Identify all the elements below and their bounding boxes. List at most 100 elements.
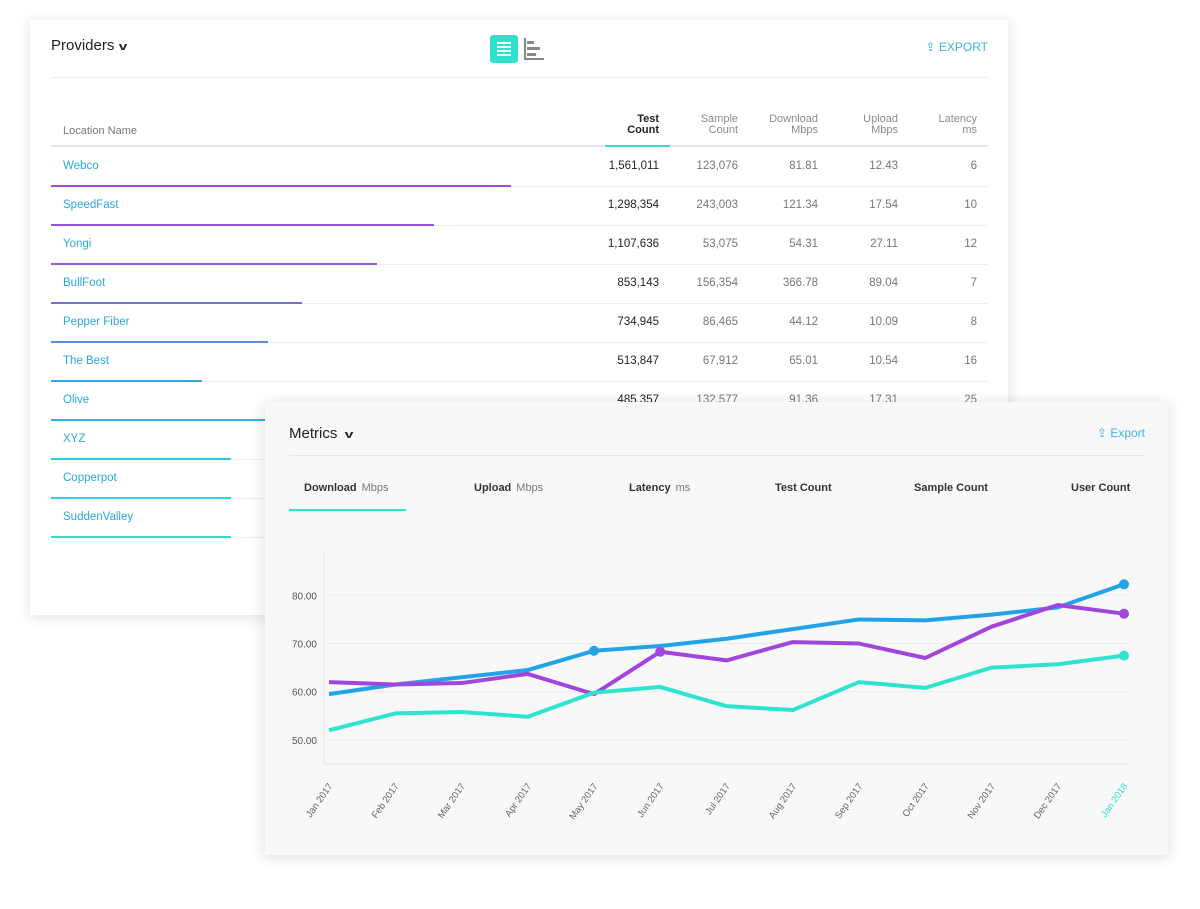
header-divider [51, 145, 988, 147]
bar-view-button[interactable] [524, 38, 544, 60]
cell-up: 12.43 [869, 160, 898, 172]
cell-up: 89.04 [869, 277, 898, 289]
tab-label: Download [304, 482, 357, 494]
cell-down: 44.12 [789, 316, 818, 328]
share-bar [51, 536, 231, 538]
cell-sample: 123,076 [696, 160, 738, 172]
table-row[interactable]: Webco 1,561,011 123,076 81.81 12.43 6 [51, 147, 988, 187]
x-tick-label: Sep 2017 [833, 781, 865, 821]
y-tick-label: 70.00 [292, 640, 317, 651]
location-name[interactable]: Pepper Fiber [63, 316, 130, 328]
table-row[interactable]: Pepper Fiber 734,945 86,465 44.12 10.09 8 [51, 303, 988, 343]
share-bar [51, 419, 441, 421]
tab-label: Test Count [775, 482, 832, 494]
cell-sample: 67,912 [702, 355, 738, 367]
cell-test: 853,143 [617, 277, 659, 289]
label: Count [708, 124, 738, 136]
col-location-name[interactable]: Location Name [63, 125, 137, 137]
x-tick-label: Dec 2017 [1032, 781, 1064, 821]
label: Sample [700, 113, 738, 125]
cell-lat: 6 [970, 160, 977, 172]
y-tick-label: 80.00 [292, 591, 317, 602]
share-bar [51, 263, 378, 265]
col-test-count[interactable]: Test Count [627, 114, 659, 136]
tab-label: Upload [474, 482, 512, 494]
share-bar [51, 497, 231, 499]
series-line-teal [328, 653, 1125, 733]
col-sample-count[interactable]: Sample Count [701, 114, 738, 136]
cell-down: 121.34 [782, 199, 818, 211]
metrics-title: Metrics [289, 425, 338, 442]
cell-down: 366.78 [782, 277, 818, 289]
x-tick-label: Feb 2017 [370, 781, 402, 820]
cell-up: 10.09 [869, 316, 898, 328]
cell-test: 1,298,354 [607, 199, 659, 211]
cell-up: 27.11 [870, 238, 898, 250]
x-tick-label: Jan 2017 [304, 781, 335, 819]
location-name[interactable]: Olive [63, 394, 90, 406]
col-upload[interactable]: Upload Mbps [863, 114, 898, 136]
location-name[interactable]: Copperpot [63, 472, 117, 484]
export-label: Export [1110, 426, 1145, 440]
tab-latency[interactable]: Latency ms [629, 482, 690, 494]
table-row[interactable]: The Best 513,847 67,912 65.01 10.54 16 [51, 342, 988, 382]
share-bar [51, 185, 511, 187]
line-chart: 50.00 60.00 70.00 80.00 Jan 2017 Feb 2017 Mar … [292, 552, 1130, 822]
col-latency[interactable]: Latency ms [938, 114, 977, 136]
label: ms [962, 124, 977, 136]
location-name[interactable]: Webco [63, 160, 99, 172]
table-row[interactable]: Yongi 1,107,636 53,075 54.31 27.11 12 [51, 225, 988, 265]
x-tick-label: Aug 2017 [767, 781, 799, 821]
tab-upload[interactable]: Upload Mbps [474, 482, 543, 494]
providers-title: Providers [51, 37, 115, 54]
share-icon: ⇪ [925, 40, 939, 54]
cell-test: 1,107,636 [607, 238, 659, 250]
data-point-blue[interactable] [1119, 579, 1129, 590]
location-name[interactable]: XYZ [63, 433, 86, 445]
x-tick-label: May 2017 [568, 781, 601, 821]
y-tick-label: 50.00 [292, 736, 317, 747]
cell-up: 17.54 [869, 199, 898, 211]
tab-sample-count[interactable]: Sample Count [914, 482, 988, 494]
x-tick-label: Apr 2017 [503, 781, 534, 819]
sort-indicator [605, 145, 670, 147]
data-point-purple[interactable] [655, 646, 666, 657]
chevron-down-icon: v [119, 41, 128, 53]
data-point-teal[interactable] [1119, 650, 1129, 661]
tab-unit: ms [675, 482, 691, 494]
providers-dropdown[interactable]: Providers v [51, 37, 128, 54]
col-download[interactable]: Download Mbps [769, 114, 818, 136]
series-line-blue [328, 582, 1125, 697]
metrics-dropdown[interactable]: Metrics v [289, 425, 353, 442]
tab-test-count[interactable]: Test Count [775, 482, 832, 494]
x-tick-label: Nov 2017 [966, 781, 998, 821]
share-bar [51, 458, 231, 460]
location-name[interactable]: The Best [63, 355, 110, 367]
location-name[interactable]: SuddenValley [63, 511, 134, 523]
table-row[interactable]: SpeedFast 1,298,354 243,003 121.34 17.54 10 [51, 186, 988, 226]
x-tick-label: Jul 2017 [703, 781, 733, 817]
table-view-button[interactable] [490, 35, 518, 63]
cell-down: 65.01 [789, 355, 818, 367]
cell-lat: 8 [970, 316, 977, 328]
export-label: EXPORT [938, 40, 988, 54]
data-point-blue[interactable] [589, 645, 599, 656]
data-point-purple[interactable] [1119, 608, 1129, 619]
cell-down: 54.31 [789, 238, 818, 250]
metrics-card: Metrics v ⇪ Export Download Mbps Upload Mbp… [265, 402, 1168, 855]
cell-down: 81.81 [789, 160, 818, 172]
export-button[interactable]: ⇪ EXPORT [925, 40, 988, 54]
tab-user-count[interactable]: User Count [1071, 482, 1130, 494]
location-name[interactable]: SpeedFast [63, 199, 119, 211]
cell-up: 10.54 [869, 355, 898, 367]
label: Upload [863, 113, 898, 125]
share-bar [51, 224, 434, 226]
table-row[interactable]: BullFoot 853,143 156,354 366.78 89.04 7 [51, 264, 988, 304]
location-name[interactable]: Yongi [63, 238, 92, 250]
export-button[interactable]: ⇪ Export [1097, 426, 1145, 440]
cell-lat: 16 [964, 355, 977, 367]
location-name[interactable]: BullFoot [63, 277, 106, 289]
share-bar [51, 380, 203, 382]
label: Mbps [871, 124, 898, 136]
tab-download[interactable]: Download Mbps [304, 482, 388, 494]
